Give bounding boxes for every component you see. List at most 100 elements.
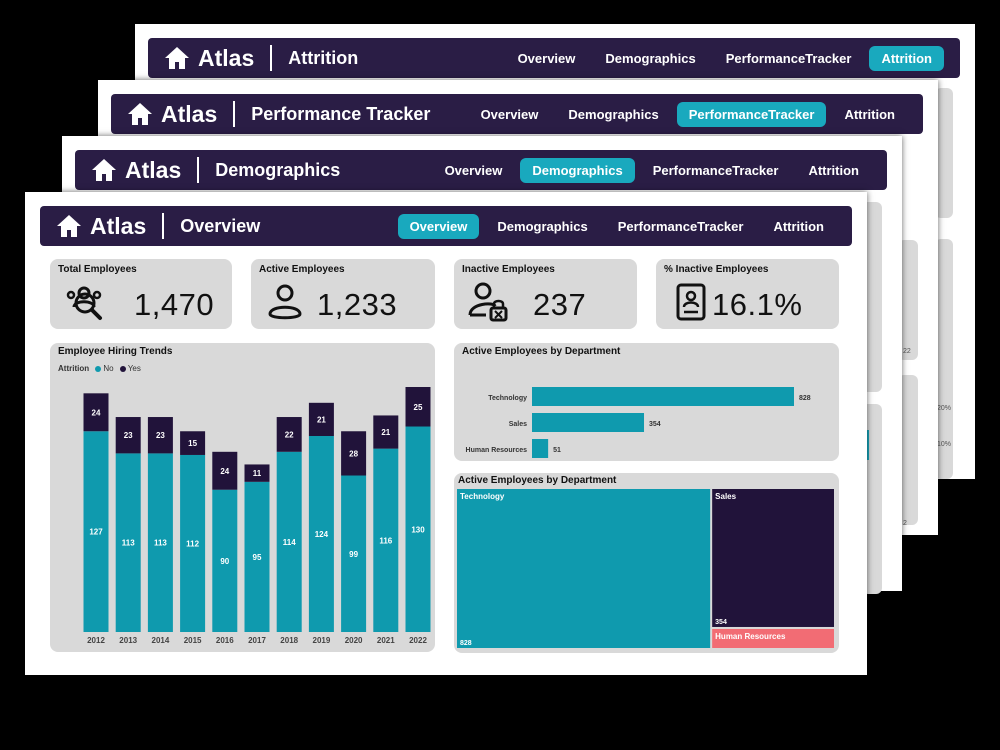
id-badge-icon [676, 283, 706, 321]
treemap-tile [457, 489, 711, 648]
tab-attrition[interactable]: Attrition [869, 45, 944, 71]
dept-bar-title: Active Employees by Department [462, 346, 621, 357]
background-panel [898, 240, 918, 360]
bar-yes [83, 393, 109, 432]
navbar: Atlas Attrition Overview Demographics Perf… [148, 38, 960, 78]
peek-label: 20% [937, 405, 952, 412]
kpi-title: % Inactive Employees [664, 264, 769, 275]
bar-yes [373, 415, 399, 449]
data-label-yes: 28 [349, 449, 358, 458]
bar-yes [308, 402, 334, 436]
bar-no [341, 475, 367, 632]
tab-demographics[interactable]: Demographics [520, 157, 635, 183]
person-icon [268, 284, 302, 320]
data-label-no: 113 [154, 539, 167, 548]
x-tick-label: 2013 [119, 636, 137, 645]
tab-attrition[interactable]: Attrition [773, 218, 824, 234]
tab-demographics[interactable]: Demographics [605, 50, 696, 66]
kpi-title: Total Employees [58, 264, 137, 275]
bar-no [373, 448, 399, 632]
brand[interactable]: Atlas [127, 101, 217, 128]
brand-name: Atlas [161, 100, 218, 127]
nav-tabs: Overview Demographics PerformanceTracker At… [469, 94, 907, 134]
title-divider [197, 157, 200, 183]
hiring-trends-title: Employee Hiring Trends [58, 346, 173, 357]
bar-no [115, 453, 141, 632]
x-tick-label: 2021 [377, 636, 395, 645]
dept-treemap: Technology 828 Sales 354 Human Resources [457, 489, 834, 648]
bar-yes [341, 431, 367, 476]
tab-overview[interactable]: Overview [397, 213, 480, 239]
bar-no [405, 426, 431, 632]
data-label-yes: 25 [414, 403, 423, 412]
home-icon [165, 47, 189, 69]
page-sheet-overview: Atlas Overview Overview Demographics Perfo… [25, 192, 867, 675]
data-label-no: 99 [349, 550, 358, 559]
legend-swatch-yes [119, 365, 126, 372]
bar-no [147, 453, 173, 632]
tab-overview[interactable]: Overview [444, 162, 503, 178]
nav-tabs: Overview Demographics PerformanceTracker At… [433, 150, 871, 190]
treemap-tile [712, 489, 834, 627]
bar-yes [115, 417, 141, 454]
dept-treemap-panel: Active Employees by Department Technolog… [454, 473, 839, 653]
x-tick-label: 2018 [280, 636, 298, 645]
tab-demographics[interactable]: Demographics [497, 218, 588, 234]
legend-label-yes: Yes [127, 364, 141, 373]
bar-no [308, 436, 334, 632]
data-label-no: 124 [315, 530, 329, 539]
bar-yes [212, 451, 238, 490]
x-tick-label: 2016 [216, 636, 234, 645]
legend-title: Attrition [58, 364, 90, 373]
x-tick-label: 2014 [152, 636, 170, 645]
tab-attrition[interactable]: Attrition [844, 106, 895, 122]
tab-performancetracker[interactable]: PerformanceTracker [617, 218, 744, 234]
brand[interactable]: Atlas [164, 45, 254, 72]
treemap-label: Human Resources [715, 632, 786, 641]
bar-yes [147, 417, 173, 454]
kpi-title: Inactive Employees [462, 264, 555, 275]
bar-no [180, 454, 206, 632]
bar-yes [276, 417, 302, 452]
dept-bar-chart: Technology 828 Sales 354 Human Resources 51 [466, 387, 811, 458]
person-lock-icon [468, 282, 508, 322]
x-tick-label: 2020 [345, 636, 363, 645]
kpi-card-inactive-employees: Inactive Employees 237 [454, 259, 637, 329]
x-tick-label: 2019 [313, 636, 331, 645]
tab-attrition[interactable]: Attrition [808, 162, 859, 178]
treemap-title: Active Employees by Department [458, 475, 617, 486]
data-label-yes: 23 [124, 431, 133, 440]
scroll-indicator[interactable] [865, 430, 869, 460]
navbar: Atlas Performance Tracker Overview Demogr… [111, 94, 923, 134]
data-label-no: 112 [186, 539, 199, 548]
tab-overview[interactable]: Overview [480, 106, 539, 122]
x-tick-label: 2022 [409, 636, 427, 645]
kpi-value: 237 [533, 287, 587, 322]
treemap-label: Sales [715, 492, 736, 501]
brand[interactable]: Atlas [91, 157, 181, 184]
brand[interactable]: Atlas [56, 213, 146, 240]
background-panel [935, 88, 953, 218]
people-search-icon [66, 286, 102, 320]
tab-performancetracker[interactable]: PerformanceTracker [725, 50, 852, 66]
bar-no [244, 481, 270, 632]
data-label: 354 [649, 421, 661, 428]
peek-label: 2 [903, 520, 907, 527]
nav-tabs: Overview Demographics PerformanceTracker At… [506, 38, 944, 78]
tab-performancetracker[interactable]: PerformanceTracker [676, 101, 827, 127]
tab-overview[interactable]: Overview [517, 50, 576, 66]
peek-label: 22 [903, 348, 911, 355]
background-panel [862, 202, 882, 392]
treemap-value: 354 [715, 619, 727, 626]
data-label-no: 114 [283, 538, 296, 547]
data-label-no: 127 [89, 528, 103, 537]
tab-performancetracker[interactable]: PerformanceTracker [652, 162, 779, 178]
kpi-card-active-employees: Active Employees 1,233 [251, 259, 435, 329]
bar-yes [180, 431, 206, 455]
kpi-title: Active Employees [259, 264, 345, 275]
tab-demographics[interactable]: Demographics [568, 106, 659, 122]
data-label-yes: 22 [285, 430, 294, 439]
data-label-no: 113 [122, 539, 135, 548]
x-tick-label: 2015 [184, 636, 202, 645]
navbar: Atlas Overview Overview Demographics Perfo… [40, 206, 852, 246]
